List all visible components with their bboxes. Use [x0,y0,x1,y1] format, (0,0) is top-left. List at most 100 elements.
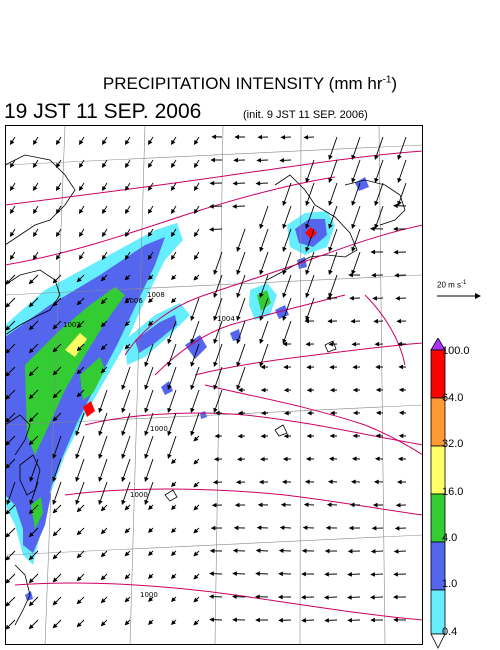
wind-vector-head [233,525,239,531]
wind-vector-shaft [397,159,407,183]
wind-vector-head [124,344,130,350]
wind-vector-head [214,410,220,416]
wind-vector-head [282,456,288,462]
coastline-philippines [14,564,31,626]
wind-vector-head [306,387,312,393]
wind-vector-shaft [305,274,315,298]
wind-vector-shaft [75,481,85,505]
wind-vector-head [374,177,379,183]
wind-vector-head [193,231,199,238]
wind-vector-head [148,321,153,326]
wind-vector-head [28,509,34,515]
wind-vector-head [5,302,11,308]
wind-vector-head [209,180,215,186]
wind-vector-head [144,453,149,459]
wind-vector-head [170,254,176,261]
wind-vector-head [148,574,153,579]
wind-vector-head [5,463,11,469]
wind-vector-head [305,315,310,321]
wind-vector-head [193,208,199,215]
wind-vector-head [349,502,355,508]
wind-vector-head [76,323,82,329]
wind-vector-head [351,456,357,462]
wind-vector-head [283,387,289,393]
isobar [5,150,423,206]
wind-vector-shaft [282,274,292,298]
reference-vector [437,293,481,299]
wind-vector-shaft [213,320,223,344]
wind-vector-shaft [190,412,200,436]
wind-vector-head [78,254,84,261]
wind-vector-head [374,223,379,229]
wind-vector-head [170,208,176,215]
wind-vector-shaft [144,481,154,505]
wind-vector-shaft [282,297,292,321]
wind-vector-head [76,369,82,375]
wind-vector-head [147,254,153,261]
wind-vector-head [255,617,260,623]
isobar-label: 1004 [217,315,235,323]
wind-vector-head [167,384,172,390]
wind-vector-head [211,502,217,508]
wind-vector-head [6,499,11,505]
wind-vector-head [324,618,329,623]
wind-vector-head [259,315,264,321]
wind-vector-shaft [259,228,269,252]
wind-vector-head [306,364,312,370]
wind-vector-head [395,295,400,301]
wind-vector-head [170,528,176,534]
wind-vector-head [232,181,238,186]
wind-vector-head [393,249,399,255]
wind-vector-head [121,430,126,436]
wind-vector-shaft [29,481,39,505]
wind-vector-head [52,600,58,606]
wind-vector-head [170,162,176,169]
wind-vector-head [393,571,398,577]
wind-vector-head [121,476,126,482]
isobar [124,224,423,356]
wind-vector-shaft [328,159,338,183]
wind-vector-head [393,549,399,554]
wind-vector-head [352,364,358,370]
wind-vector-head [234,502,240,508]
wind-vector-head [306,433,312,439]
wind-vector-head [144,476,149,482]
wind-vector-shaft [75,435,85,459]
wind-vector-head [398,410,404,416]
wind-vector-shaft [259,251,269,275]
wind-vector-shaft [167,343,177,367]
wind-vector-head [371,525,377,531]
wind-vector-shaft [52,458,62,482]
rain-band-central-core [135,315,177,353]
wind-vector-head [395,502,401,508]
isobar-labels: 1006 1008 1002 1004 1000 1000 1000 [63,291,235,599]
wind-vector-head [304,318,310,324]
wind-vector-head [5,325,11,331]
wind-vector-head [374,456,380,462]
wind-vector-head [237,433,243,439]
wind-vector-shaft [213,389,223,413]
wind-vector-head [328,269,333,275]
rain-band-strong-2 [80,357,105,400]
wind-vector-head [5,348,11,354]
wind-vector-shaft [282,320,292,344]
wind-vector-shaft [98,389,108,413]
isobar-label: 1000 [140,591,158,599]
wind-vector-shaft [259,274,269,298]
colorbar-label-1: 1.0 [442,578,458,590]
wind-vector-shaft [236,297,246,321]
wind-vector-head [212,479,218,485]
wind-vector-head [190,338,195,344]
wind-vector-head [32,208,38,215]
colorbar-label-16: 16.0 [442,486,464,498]
wind-vector-shaft [121,412,131,436]
wind-vector-head [55,231,61,238]
wind-vector-head [98,407,103,413]
wind-vector-head [232,548,238,554]
wind-vector-head [234,134,240,140]
wind-vector-shaft [351,136,361,160]
isobar [154,294,346,376]
wind-vector-head [190,430,195,436]
wind-vector-head [55,254,61,261]
wind-vector-head [398,387,404,393]
